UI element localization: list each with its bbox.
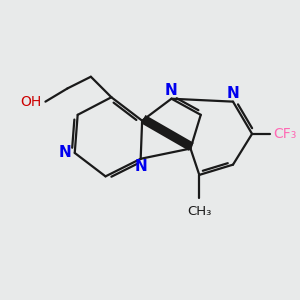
- Text: CH₃: CH₃: [187, 205, 211, 218]
- Text: N: N: [165, 83, 178, 98]
- Text: N: N: [226, 86, 239, 101]
- Text: N: N: [59, 146, 72, 160]
- Text: OH: OH: [21, 94, 42, 109]
- Text: CF₃: CF₃: [273, 127, 296, 141]
- Text: N: N: [134, 160, 147, 175]
